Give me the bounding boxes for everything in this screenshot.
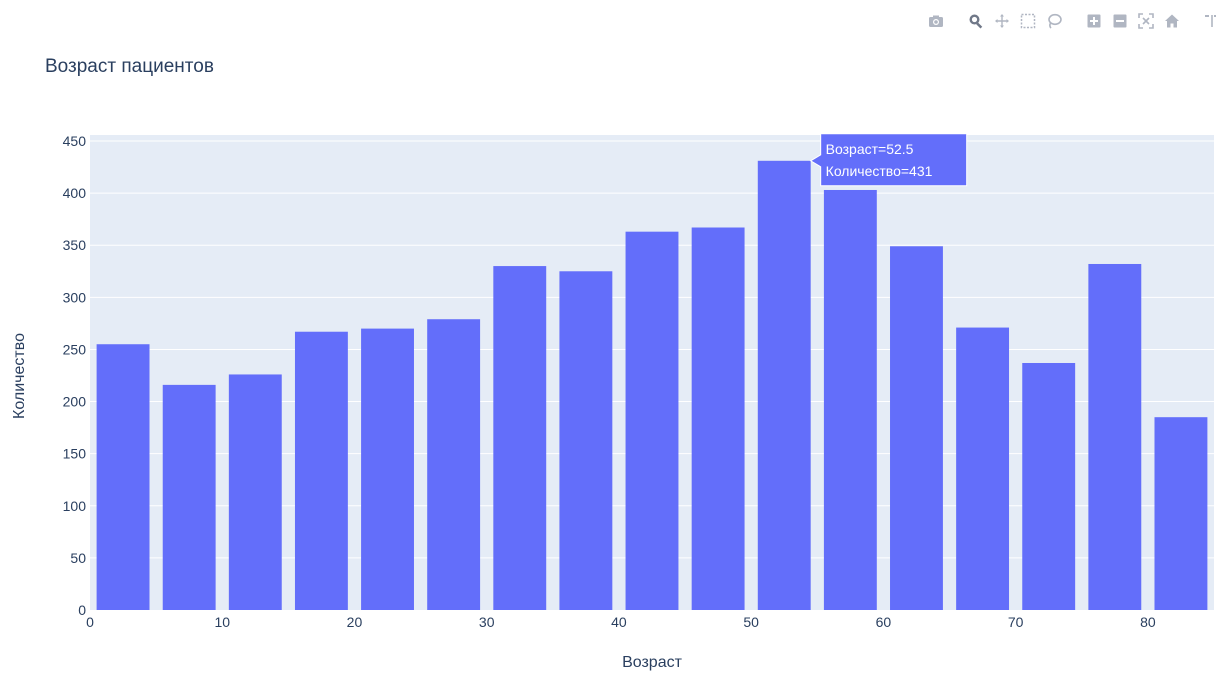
zoom-button[interactable] — [966, 11, 986, 31]
lasso-select-button[interactable] — [1044, 11, 1064, 31]
bar[interactable] — [691, 227, 745, 610]
bar[interactable] — [493, 266, 547, 610]
bar[interactable] — [757, 160, 811, 610]
y-axis-title: Количество — [11, 333, 28, 419]
spike-lines-button[interactable] — [1202, 11, 1222, 31]
tooltip-line-1: Возраст=52.5 — [826, 141, 914, 157]
hover-tooltip: Возраст=52.5 Количество=431 — [809, 133, 968, 187]
y-axis: 0 50 100 150 200 250 300 350 400 450 — [63, 133, 87, 618]
x-tick-label: 30 — [479, 614, 495, 630]
x-axis-title: Возраст — [622, 654, 683, 671]
bar[interactable] — [625, 231, 679, 610]
bar[interactable] — [427, 319, 481, 610]
autoscale-button[interactable] — [1136, 11, 1156, 31]
bar[interactable] — [228, 374, 282, 610]
bar[interactable] — [890, 246, 943, 610]
y-tick-label: 150 — [63, 446, 87, 462]
y-tick-label: 450 — [63, 133, 87, 149]
x-tick-label: 20 — [347, 614, 363, 630]
x-tick-label: 70 — [1008, 614, 1024, 630]
y-tick-label: 50 — [70, 550, 86, 566]
y-tick-label: 0 — [78, 602, 86, 618]
x-tick-label: 10 — [214, 614, 230, 630]
camera-button[interactable] — [926, 11, 946, 31]
y-tick-label: 250 — [63, 341, 87, 357]
chart-title: Возраст пациентов — [45, 56, 214, 77]
tooltip-box — [809, 133, 968, 187]
y-tick-label: 300 — [63, 289, 87, 305]
bar[interactable] — [294, 331, 348, 610]
bar[interactable] — [361, 328, 414, 610]
x-axis: 0 10 20 30 40 50 60 70 80 — [86, 614, 1156, 630]
y-tick-label: 100 — [63, 498, 87, 514]
tooltip-line-2: Количество=431 — [826, 163, 933, 179]
zoom-icon — [969, 14, 983, 29]
y-tick-label: 350 — [63, 237, 87, 253]
reset-axes-button[interactable] — [1162, 11, 1182, 31]
x-tick-label: 80 — [1140, 614, 1156, 630]
autoscale-icon — [1138, 13, 1154, 29]
home-icon — [1165, 14, 1179, 28]
bar[interactable] — [1022, 362, 1076, 610]
bar[interactable] — [956, 327, 1010, 610]
spike-lines-icon — [1205, 15, 1216, 27]
zoom-out-button[interactable] — [1110, 11, 1130, 31]
x-tick-label: 60 — [876, 614, 892, 630]
x-tick-label: 50 — [743, 614, 759, 630]
pan-button[interactable] — [992, 11, 1012, 31]
y-tick-label: 400 — [63, 185, 87, 201]
lasso-select-icon — [1048, 13, 1062, 29]
bar[interactable] — [96, 344, 150, 610]
pan-icon — [995, 14, 1009, 28]
bar[interactable] — [1088, 263, 1142, 610]
bar[interactable] — [162, 384, 216, 610]
bar[interactable] — [559, 271, 613, 610]
zoom-in-icon — [1087, 14, 1101, 28]
bar[interactable] — [1154, 417, 1208, 610]
box-select-button[interactable] — [1018, 11, 1038, 31]
x-tick-label: 0 — [86, 614, 94, 630]
y-tick-label: 200 — [63, 394, 87, 410]
zoom-out-icon — [1113, 14, 1127, 28]
modebar — [926, 8, 1222, 34]
x-tick-label: 40 — [611, 614, 627, 630]
bar[interactable] — [823, 189, 877, 611]
camera-icon — [929, 15, 943, 27]
zoom-in-button[interactable] — [1084, 11, 1104, 31]
box-select-icon — [1020, 13, 1036, 29]
bars — [96, 160, 1208, 611]
